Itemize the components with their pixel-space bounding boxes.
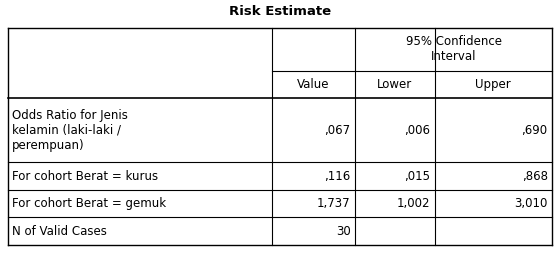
Text: Upper: Upper: [475, 78, 511, 91]
Text: Odds Ratio for Jenis
kelamin (laki-laki /
perempuan): Odds Ratio for Jenis kelamin (laki-laki …: [12, 109, 128, 152]
Text: ,116: ,116: [324, 170, 351, 183]
Text: N of Valid Cases: N of Valid Cases: [12, 225, 107, 238]
Text: 95% Confidence
Interval: 95% Confidence Interval: [405, 35, 502, 63]
Text: 1,002: 1,002: [396, 197, 430, 210]
Text: Value: Value: [297, 78, 330, 91]
Text: Risk Estimate: Risk Estimate: [229, 5, 331, 18]
Text: 1,737: 1,737: [317, 197, 351, 210]
Text: Lower: Lower: [377, 78, 412, 91]
Text: ,690: ,690: [521, 124, 548, 137]
Text: ,015: ,015: [404, 170, 430, 183]
Text: ,006: ,006: [404, 124, 430, 137]
Text: For cohort Berat = gemuk: For cohort Berat = gemuk: [12, 197, 166, 210]
Text: ,067: ,067: [324, 124, 351, 137]
Text: For cohort Berat = kurus: For cohort Berat = kurus: [12, 170, 158, 183]
Text: 30: 30: [336, 225, 351, 238]
Text: 3,010: 3,010: [514, 197, 548, 210]
Text: ,868: ,868: [522, 170, 548, 183]
